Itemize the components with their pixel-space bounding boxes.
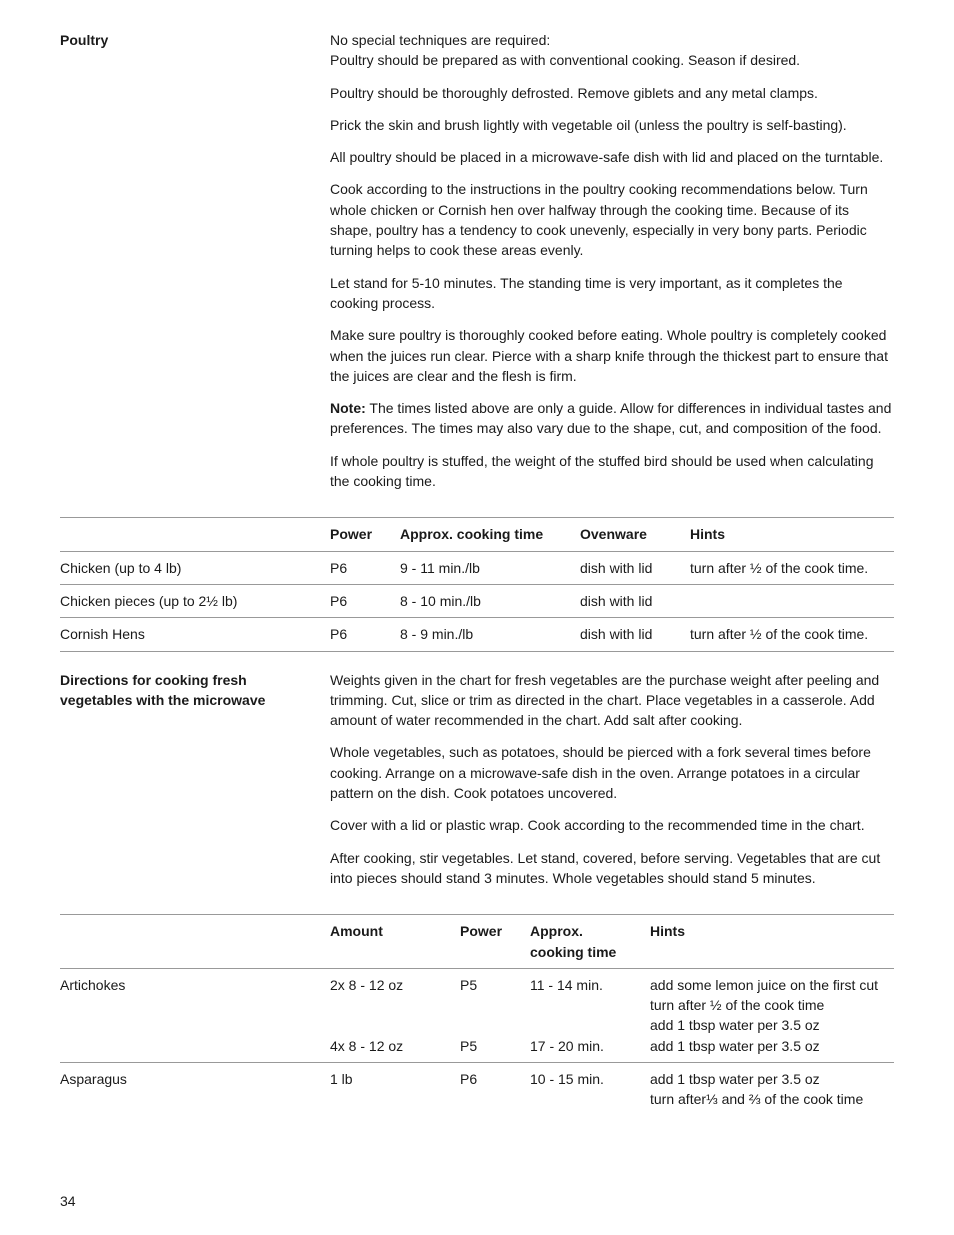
header-ovenware: Ovenware xyxy=(580,518,690,551)
cell-time: 11 - 14 min. xyxy=(530,968,650,1035)
cell-amount: 2x 8 - 12 oz xyxy=(330,968,460,1035)
page: Poultry No special techniques are requir… xyxy=(0,0,954,1235)
cell-hints: add some lemon juice on the first cut tu… xyxy=(650,968,894,1035)
cell-power: P6 xyxy=(330,618,400,651)
poultry-para-7: Note: The times listed above are only a … xyxy=(330,398,894,439)
cell-item: Artichokes xyxy=(60,968,330,1035)
cell-time: 9 - 11 min./lb xyxy=(400,551,580,584)
cell-hints: add 1 tbsp water per 3.5 oz turn after⅓ … xyxy=(650,1062,894,1115)
empty-header xyxy=(60,518,330,551)
cell-ovenware: dish with lid xyxy=(580,584,690,617)
poultry-heading: Poultry xyxy=(60,30,290,503)
cell-power: P6 xyxy=(330,551,400,584)
cell-time: 17 - 20 min. xyxy=(530,1036,650,1063)
header-power: Power xyxy=(330,518,400,551)
cell-power: P6 xyxy=(330,584,400,617)
cell-power: P5 xyxy=(460,1036,530,1063)
cell-power: P6 xyxy=(460,1062,530,1115)
poultry-para-2: Prick the skin and brush lightly with ve… xyxy=(330,115,894,135)
poultry-table-header-row: Power Approx. cooking time Ovenware Hint… xyxy=(60,518,894,551)
poultry-section: Poultry No special techniques are requir… xyxy=(60,30,894,503)
cell-item: Chicken pieces (up to 2½ lb) xyxy=(60,584,330,617)
poultry-para-6: Make sure poultry is thoroughly cooked b… xyxy=(330,325,894,386)
header-power: Power xyxy=(460,915,530,969)
poultry-para-8: If whole poultry is stuffed, the weight … xyxy=(330,451,894,492)
empty-header xyxy=(60,915,330,969)
cell-ovenware: dish with lid xyxy=(580,618,690,651)
table-row: Cornish Hens P6 8 - 9 min./lb dish with … xyxy=(60,618,894,651)
veg-table: Amount Power Approx. cooking time Hints … xyxy=(60,914,894,1115)
veg-para-2: Cover with a lid or plastic wrap. Cook a… xyxy=(330,815,894,835)
table-row: Asparagus 1 lb P6 10 - 15 min. add 1 tbs… xyxy=(60,1062,894,1115)
cell-time: 10 - 15 min. xyxy=(530,1062,650,1115)
header-time: Approx. cooking time xyxy=(400,518,580,551)
table-row: Artichokes 2x 8 - 12 oz P5 11 - 14 min. … xyxy=(60,968,894,1035)
cell-power: P5 xyxy=(460,968,530,1035)
poultry-table: Power Approx. cooking time Ovenware Hint… xyxy=(60,517,894,651)
table-row: 4x 8 - 12 oz P5 17 - 20 min. add 1 tbsp … xyxy=(60,1036,894,1063)
poultry-body: No special techniques are required: Poul… xyxy=(330,30,894,503)
cell-item-empty xyxy=(60,1036,330,1063)
note-text: The times listed above are only a guide.… xyxy=(330,400,891,436)
cell-time: 8 - 10 min./lb xyxy=(400,584,580,617)
cell-amount: 1 lb xyxy=(330,1062,460,1115)
table-row: Chicken pieces (up to 2½ lb) P6 8 - 10 m… xyxy=(60,584,894,617)
header-time: Approx. cooking time xyxy=(530,915,650,969)
veg-para-0: Weights given in the chart for fresh veg… xyxy=(330,670,894,731)
veg-table-header-row: Amount Power Approx. cooking time Hints xyxy=(60,915,894,969)
veg-para-3: After cooking, stir vegetables. Let stan… xyxy=(330,848,894,889)
cell-time: 8 - 9 min./lb xyxy=(400,618,580,651)
veg-heading: Directions for cooking fresh vegetables … xyxy=(60,670,290,901)
page-number: 34 xyxy=(60,1191,76,1211)
note-lead: Note: xyxy=(330,400,366,416)
cell-ovenware: dish with lid xyxy=(580,551,690,584)
table-row: Chicken (up to 4 lb) P6 9 - 11 min./lb d… xyxy=(60,551,894,584)
veg-para-1: Whole vegetables, such as potatoes, shou… xyxy=(330,742,894,803)
poultry-para-1: Poultry should be thoroughly defrosted. … xyxy=(330,83,894,103)
veg-body: Weights given in the chart for fresh veg… xyxy=(330,670,894,901)
cell-item: Cornish Hens xyxy=(60,618,330,651)
cell-hints: turn after ½ of the cook time. xyxy=(690,551,894,584)
poultry-para-3: All poultry should be placed in a microw… xyxy=(330,147,894,167)
header-hints: Hints xyxy=(690,518,894,551)
poultry-para-0: No special techniques are required: Poul… xyxy=(330,30,894,71)
poultry-para-5: Let stand for 5-10 minutes. The standing… xyxy=(330,273,894,314)
cell-item: Chicken (up to 4 lb) xyxy=(60,551,330,584)
poultry-para-4: Cook according to the instructions in th… xyxy=(330,179,894,260)
cell-hints: add 1 tbsp water per 3.5 oz xyxy=(650,1036,894,1063)
cell-hints xyxy=(690,584,894,617)
veg-section: Directions for cooking fresh vegetables … xyxy=(60,670,894,901)
cell-hints: turn after ½ of the cook time. xyxy=(690,618,894,651)
header-amount: Amount xyxy=(330,915,460,969)
cell-amount: 4x 8 - 12 oz xyxy=(330,1036,460,1063)
cell-item: Asparagus xyxy=(60,1062,330,1115)
header-hints: Hints xyxy=(650,915,894,969)
